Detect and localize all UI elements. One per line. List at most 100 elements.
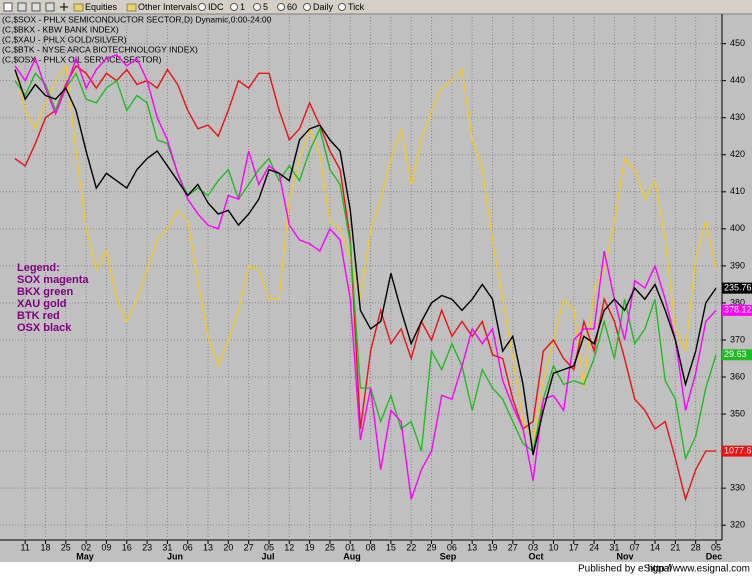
y-tick-label: 350 [730, 408, 745, 418]
y-tick-label: 410 [730, 186, 745, 196]
header-line: (C,$BKX - KBW BANK INDEX) [2, 24, 119, 34]
x-tick-label: 11 [20, 542, 29, 552]
x-tick-label: 19 [305, 542, 315, 552]
x-tick-label: 07 [630, 542, 640, 552]
legend-entry: XAU gold [17, 298, 67, 310]
footer-bar [0, 562, 752, 576]
month-label: Jul [261, 551, 274, 561]
x-tick-label: 14 [650, 542, 660, 552]
toolbar-radio [277, 3, 285, 11]
month-label: Jun [167, 551, 183, 561]
x-tick-label: 08 [366, 542, 376, 552]
x-tick-label: 25 [325, 542, 335, 552]
price-label: 1077.67 [724, 445, 752, 455]
x-tick-label: 20 [223, 542, 233, 552]
x-tick-label: 23 [142, 542, 152, 552]
x-tick-label: 01 [345, 542, 355, 552]
x-tick-label: 24 [589, 542, 599, 552]
x-tick-label: 28 [691, 542, 701, 552]
toolbar-item[interactable]: Tick [348, 2, 365, 12]
x-tick-label: 06 [447, 542, 457, 552]
x-tick-label: 31 [162, 542, 172, 552]
y-tick-label: 330 [730, 483, 745, 493]
x-tick-label: 18 [40, 542, 50, 552]
price-label-bg [722, 349, 752, 361]
y-tick-label: 450 [730, 38, 745, 48]
price-label: 29.63 [724, 349, 747, 359]
x-tick-label: 31 [609, 542, 619, 552]
legend-entry: OSX black [17, 322, 72, 334]
icon [60, 3, 68, 11]
price-label-bg [722, 445, 752, 457]
header-line: (C,$BTK - NYSE ARCA BIOTECHNOLOGY INDEX) [2, 44, 198, 54]
y-tick-label: 380 [730, 297, 745, 307]
x-tick-label: 15 [386, 542, 396, 552]
price-label: 378.12 [724, 305, 752, 315]
series-line [14, 71, 717, 461]
toolbar-item[interactable]: Equities [85, 2, 118, 12]
price-label: 235.76 [724, 282, 752, 292]
month-label: Dec [706, 551, 723, 561]
header-line: (C,$XAU - PHLX GOLD/SILVER) [2, 34, 127, 44]
toolbar-item[interactable]: 5 [263, 2, 268, 12]
legend-entry: BKX green [17, 286, 74, 298]
series-line [14, 63, 717, 443]
y-tick-label: 320 [730, 520, 745, 530]
icon [126, 3, 137, 12]
series-line [14, 69, 717, 455]
x-tick-label: 10 [548, 542, 558, 552]
y-tick-label: 360 [730, 371, 745, 381]
x-tick-label: 25 [61, 542, 71, 552]
toolbar-item[interactable]: Other Intervals [138, 2, 198, 12]
x-tick-label: 12 [284, 542, 294, 552]
toolbar [0, 0, 752, 14]
x-tick-label: 13 [467, 542, 477, 552]
toolbar-item[interactable]: 60 [287, 2, 297, 12]
price-label-bg [722, 304, 752, 316]
legend-entry: SOX magenta [17, 274, 89, 286]
x-tick-label: 19 [487, 542, 497, 552]
month-label: Oct [528, 551, 543, 561]
y-tick-label: 390 [730, 260, 745, 270]
x-tick-label: 29 [427, 542, 437, 552]
x-tick-label: 09 [101, 542, 111, 552]
x-tick-label: 02 [81, 542, 91, 552]
x-tick-label: 22 [406, 542, 416, 552]
toolbar-radio [230, 3, 238, 11]
x-tick-label: 05 [264, 542, 274, 552]
legend-title: Legend: [17, 262, 60, 274]
month-label: Sep [440, 551, 457, 561]
x-tick-label: 03 [528, 542, 538, 552]
footer-url: http://www.esignal.com [648, 564, 750, 575]
toolbar-item[interactable]: 1 [240, 2, 245, 12]
y-tick-label: 440 [730, 75, 745, 85]
series-line [14, 53, 717, 500]
toolbar-item[interactable]: IDC [208, 2, 224, 12]
x-tick-label: 27 [244, 542, 254, 552]
toolbar-radio [253, 3, 261, 11]
toolbar-radio [338, 3, 346, 11]
x-tick-label: 13 [203, 542, 213, 552]
footer-publisher: Published by eSignal [578, 564, 671, 575]
toolbar-radio [303, 3, 311, 11]
y-tick-label: 370 [730, 334, 745, 344]
x-tick-label: 16 [122, 542, 132, 552]
icon [31, 2, 41, 12]
price-label-bg [722, 282, 752, 294]
x-tick-label: 17 [569, 542, 579, 552]
toolbar-item[interactable]: Daily [313, 2, 334, 12]
x-tick-label: 27 [508, 542, 518, 552]
x-tick-label: 06 [183, 542, 193, 552]
icon [3, 2, 13, 12]
header-line: (C,$OSX - PHLX OIL SERVICE SECTOR) [2, 54, 162, 64]
toolbar-icons [3, 2, 137, 12]
y-tick-label: 400 [730, 223, 745, 233]
toolbar-radio [198, 3, 206, 11]
header-line: (C,$SOX - PHLX SEMICONDUCTOR SECTOR,D) D… [2, 14, 272, 24]
x-tick-label: 05 [711, 542, 721, 552]
icon [73, 3, 84, 12]
month-label: Nov [616, 551, 633, 561]
x-tick-label: 21 [670, 542, 680, 552]
